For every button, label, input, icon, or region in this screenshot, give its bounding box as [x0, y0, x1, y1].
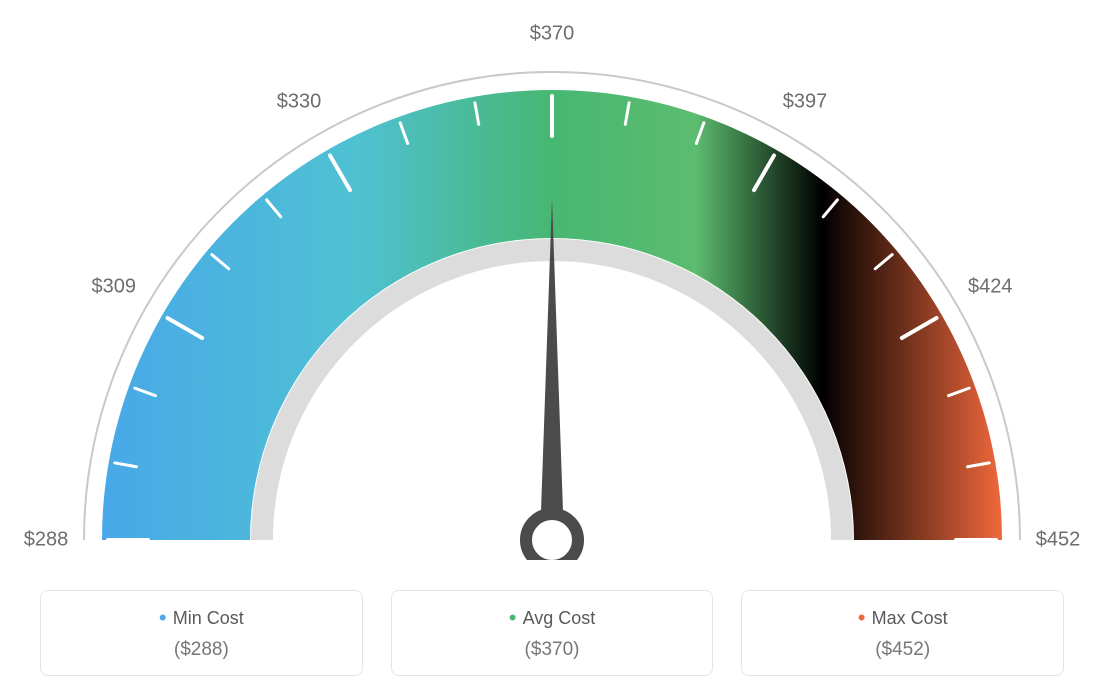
legend-card-avg: Avg Cost ($370)	[391, 590, 714, 676]
gauge-tick-label: $424	[968, 276, 1013, 299]
legend-card-min: Min Cost ($288)	[40, 590, 363, 676]
legend-value-max: ($452)	[742, 639, 1063, 661]
gauge-svg	[0, 0, 1104, 560]
gauge-tick-label: $330	[277, 90, 322, 113]
legend-label-avg: Avg Cost	[509, 605, 596, 631]
gauge-tick-label: $370	[530, 23, 575, 46]
gauge-tick-label: $397	[783, 90, 828, 113]
legend-card-max: Max Cost ($452)	[741, 590, 1064, 676]
gauge-tick-label: $288	[24, 529, 69, 552]
cost-gauge: $288 $309 $330 $370 $397 $424 $452	[0, 0, 1104, 560]
legend-label-min: Min Cost	[159, 605, 244, 631]
gauge-tick-label: $309	[92, 276, 137, 299]
legend-row: Min Cost ($288) Avg Cost ($370) Max Cost…	[40, 590, 1064, 676]
gauge-tick-label: $452	[1036, 529, 1081, 552]
legend-value-avg: ($370)	[392, 639, 713, 661]
legend-label-max: Max Cost	[858, 605, 948, 631]
legend-value-min: ($288)	[41, 639, 362, 661]
